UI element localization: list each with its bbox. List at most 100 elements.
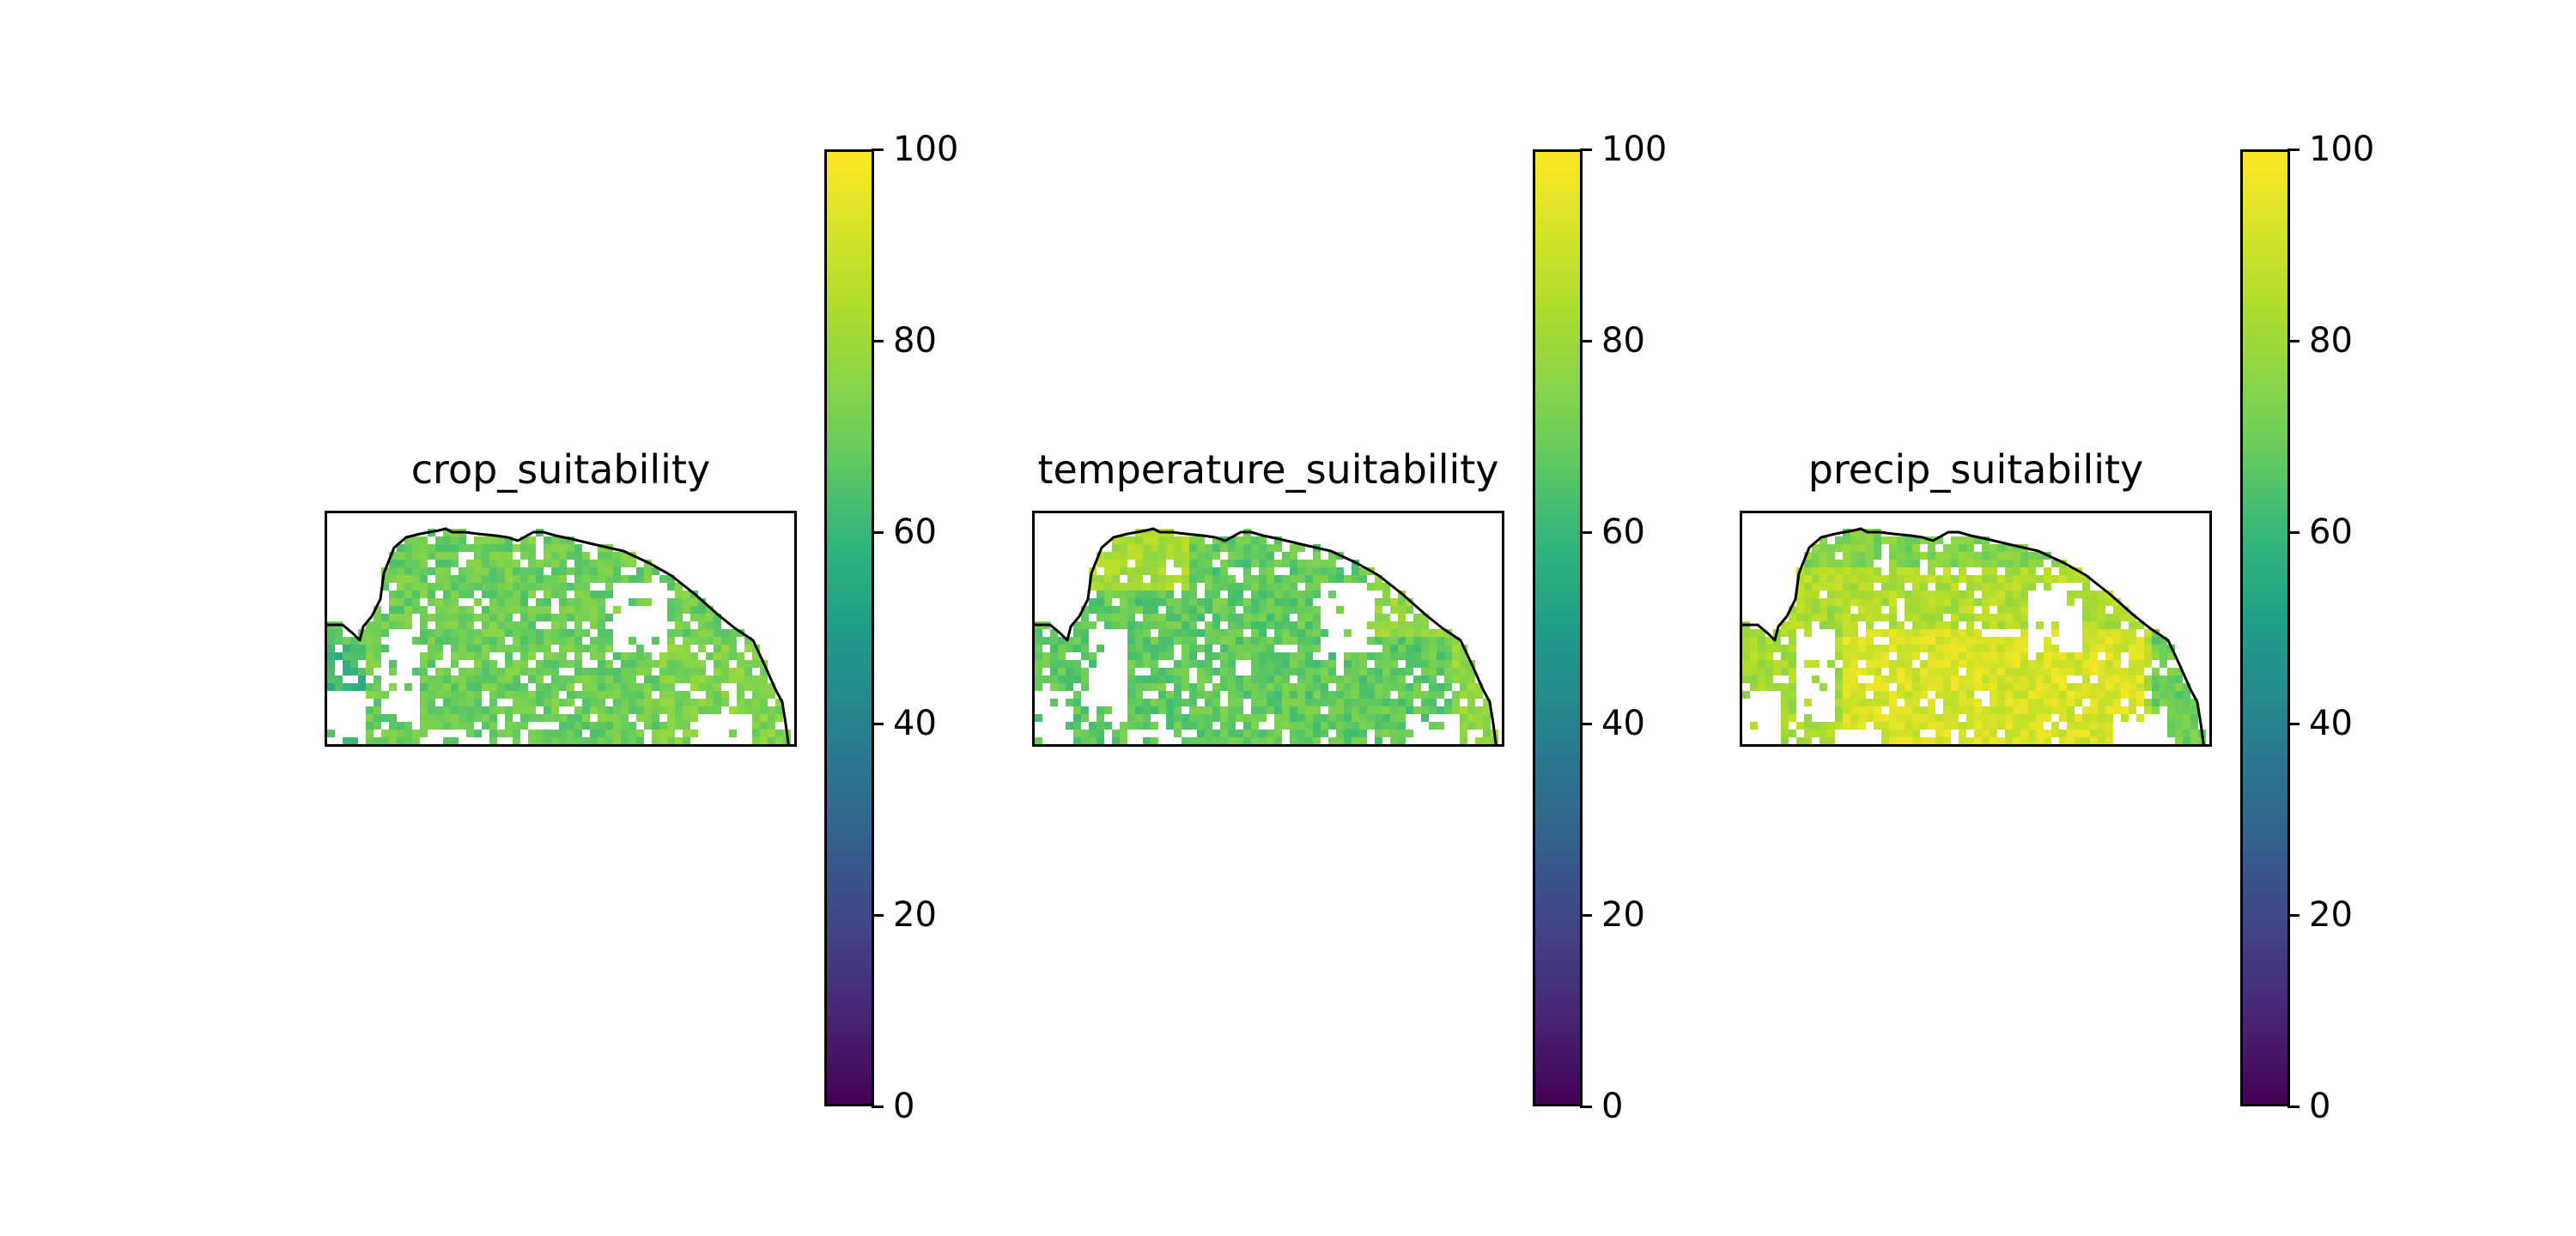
map-cell (2090, 621, 2098, 629)
map-cell (1935, 614, 1943, 621)
map-cell (2160, 637, 2167, 645)
map-cell (489, 691, 497, 699)
map-cell (1297, 606, 1305, 614)
map-cell (2175, 730, 2183, 737)
map-cell (690, 745, 698, 747)
map-cell (482, 544, 489, 552)
map-cell (1850, 614, 1858, 621)
map-cell (1220, 668, 1228, 676)
map-cell (598, 598, 605, 606)
map-cell (1267, 691, 1274, 699)
map-cell (1912, 714, 1920, 722)
map-cell (2113, 706, 2121, 714)
map-cell (1982, 660, 1990, 668)
map-cell (435, 706, 443, 714)
map-cell (2020, 683, 2028, 691)
map-cell (1982, 668, 1990, 676)
map-cell (1352, 730, 1359, 737)
map-cell (598, 575, 605, 583)
map-cell (752, 737, 760, 744)
map-cell (1850, 714, 1858, 722)
map-cell (590, 691, 598, 699)
map-cell (1804, 552, 1812, 560)
map-cell (768, 706, 775, 714)
map-cell (1267, 683, 1274, 691)
map-cell (513, 660, 520, 668)
map-cell (466, 645, 474, 652)
map-cell (397, 730, 404, 737)
map-cell (1804, 614, 1812, 621)
map-cell (1990, 737, 1997, 744)
map-cell (1804, 591, 1812, 598)
map-cell (698, 621, 706, 629)
map-cell (1382, 745, 1390, 747)
map-cell (1850, 668, 1858, 676)
map-cell (1220, 583, 1228, 591)
map-cell (1750, 683, 1758, 691)
map-cell (1974, 714, 1982, 722)
map-cell (2098, 668, 2105, 676)
map-cell (1812, 614, 1820, 621)
map-cell (420, 621, 428, 629)
map-cell (1228, 714, 1236, 722)
map-cell (590, 706, 598, 714)
map-cell (451, 637, 459, 645)
map-cell (1274, 699, 1282, 706)
map-cell (1796, 591, 1804, 598)
map-cell (1382, 730, 1390, 737)
map-cell (690, 668, 698, 676)
map-cell (1889, 560, 1897, 567)
map-cell (397, 544, 404, 552)
map-cell (1228, 722, 1236, 730)
map-cell (1375, 722, 1382, 730)
map-cell (1997, 583, 2005, 591)
map-cell (1444, 706, 1452, 714)
map-cell (1982, 560, 1990, 567)
map-cell (1174, 730, 1182, 737)
map-cell (2067, 737, 2075, 744)
map-cell (343, 683, 350, 691)
map-cell (1073, 637, 1081, 645)
map-cell (1874, 567, 1881, 575)
map-cell (1943, 737, 1951, 744)
map-cell (1820, 606, 1827, 614)
map-cell (505, 552, 513, 560)
map-cell (1889, 745, 1897, 747)
map-cell (1982, 544, 1990, 552)
map-cell (1935, 583, 1943, 591)
map-cell (1259, 614, 1267, 621)
map-cell (1889, 737, 1897, 744)
map-cell (1874, 606, 1881, 614)
map-cell (1943, 629, 1951, 637)
map-cell (1935, 637, 1943, 645)
map-cell (2005, 560, 2013, 567)
map-cell (1421, 621, 1429, 629)
map-cell (1812, 560, 1820, 567)
map-cell (459, 637, 466, 645)
map-cell (1850, 598, 1858, 606)
map-cell (459, 614, 466, 621)
map-cell (420, 676, 428, 683)
map-cell (1035, 652, 1042, 660)
map-cell (2059, 668, 2067, 676)
map-cell (1966, 645, 1974, 652)
map-cell (1827, 737, 1835, 744)
map-cell (1297, 645, 1305, 652)
map-cell (1866, 706, 1874, 714)
map-cell (1843, 706, 1850, 714)
map-cell (1881, 583, 1889, 591)
map-cell (1290, 660, 1297, 668)
map-cell (1321, 699, 1328, 706)
map-cell (466, 621, 474, 629)
map-cell (567, 691, 574, 699)
map-cell (544, 706, 551, 714)
map-cell (544, 660, 551, 668)
map-cell (2059, 699, 2067, 706)
map-cell (2020, 552, 2028, 560)
map-cell (327, 637, 335, 645)
map-cell (1189, 745, 1197, 747)
map-title: crop_suitability (410, 446, 711, 493)
map-cell (374, 645, 381, 652)
map-cell (613, 652, 621, 660)
map-cell (1158, 583, 1166, 591)
